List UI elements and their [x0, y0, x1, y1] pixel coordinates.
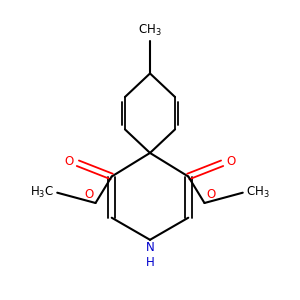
Text: CH$_3$: CH$_3$ [246, 185, 269, 200]
Text: O: O [64, 155, 74, 168]
Text: N: N [146, 241, 154, 254]
Text: O: O [226, 155, 236, 168]
Text: O: O [85, 188, 94, 201]
Text: O: O [206, 188, 215, 201]
Text: H: H [146, 256, 154, 269]
Text: H$_3$C: H$_3$C [30, 185, 54, 200]
Text: CH$_3$: CH$_3$ [138, 22, 162, 38]
